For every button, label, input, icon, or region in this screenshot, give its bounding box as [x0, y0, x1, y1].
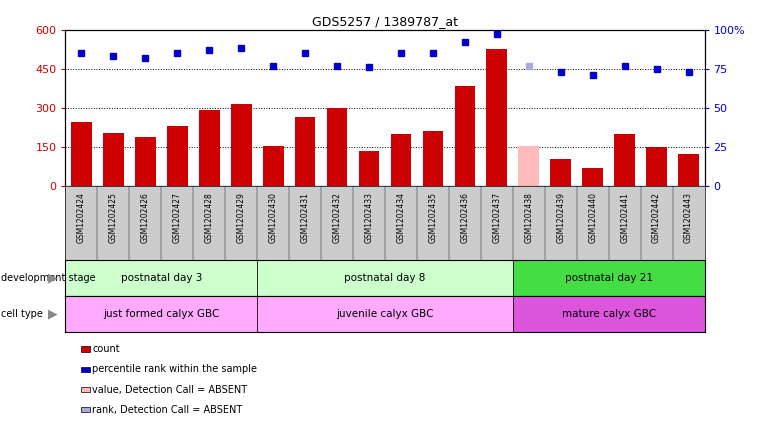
Text: mature calyx GBC: mature calyx GBC	[561, 309, 656, 319]
Text: value, Detection Call = ABSENT: value, Detection Call = ABSENT	[92, 385, 247, 395]
Text: percentile rank within the sample: percentile rank within the sample	[92, 364, 257, 374]
Text: GSM1202431: GSM1202431	[300, 192, 310, 243]
Bar	[518, 146, 539, 186]
Bar	[257, 260, 513, 296]
Text: GSM1202432: GSM1202432	[333, 192, 342, 243]
Text: GSM1202434: GSM1202434	[397, 192, 406, 243]
Bar	[199, 110, 219, 186]
Text: cell type: cell type	[1, 309, 42, 319]
Text: GSM1202438: GSM1202438	[524, 192, 534, 243]
Text: GSM1202429: GSM1202429	[236, 192, 246, 243]
Text: count: count	[92, 344, 120, 354]
Text: GSM1202439: GSM1202439	[556, 192, 565, 243]
Bar	[257, 296, 513, 332]
Bar	[390, 134, 411, 186]
Bar	[295, 117, 316, 186]
Bar	[646, 147, 667, 186]
Text: development stage: development stage	[1, 273, 95, 283]
Text: GSM1202442: GSM1202442	[652, 192, 661, 243]
Text: postnatal day 21: postnatal day 21	[564, 273, 653, 283]
Bar	[582, 168, 603, 186]
Bar	[167, 126, 188, 186]
Bar	[513, 260, 705, 296]
Bar	[454, 86, 475, 186]
Title: GDS5257 / 1389787_at: GDS5257 / 1389787_at	[312, 16, 458, 28]
Bar	[326, 108, 347, 186]
Bar	[103, 133, 124, 186]
Text: GSM1202424: GSM1202424	[77, 192, 86, 243]
Bar	[65, 260, 257, 296]
Text: rank, Detection Call = ABSENT: rank, Detection Call = ABSENT	[92, 405, 243, 415]
Bar	[135, 137, 156, 186]
Bar	[263, 146, 283, 186]
Text: GSM1202440: GSM1202440	[588, 192, 598, 243]
Bar	[423, 131, 444, 186]
Text: GSM1202426: GSM1202426	[141, 192, 150, 243]
Text: ▶: ▶	[49, 272, 58, 285]
Bar	[678, 154, 699, 186]
Bar	[513, 296, 705, 332]
Text: GSM1202430: GSM1202430	[269, 192, 278, 243]
Bar	[487, 49, 507, 186]
Bar	[71, 122, 92, 186]
Text: postnatal day 3: postnatal day 3	[121, 273, 202, 283]
Text: GSM1202425: GSM1202425	[109, 192, 118, 243]
Bar	[614, 134, 635, 186]
Text: GSM1202436: GSM1202436	[460, 192, 470, 243]
Bar	[231, 104, 252, 186]
Text: postnatal day 8: postnatal day 8	[344, 273, 426, 283]
Text: GSM1202427: GSM1202427	[172, 192, 182, 243]
Text: GSM1202433: GSM1202433	[364, 192, 373, 243]
Text: GSM1202437: GSM1202437	[492, 192, 501, 243]
Text: ▶: ▶	[49, 308, 58, 321]
Text: just formed calyx GBC: just formed calyx GBC	[103, 309, 219, 319]
Text: juvenile calyx GBC: juvenile calyx GBC	[336, 309, 434, 319]
Text: GSM1202435: GSM1202435	[428, 192, 437, 243]
Text: GSM1202443: GSM1202443	[684, 192, 693, 243]
Bar	[359, 151, 380, 186]
Bar	[551, 159, 571, 186]
Bar	[65, 296, 257, 332]
Text: GSM1202441: GSM1202441	[620, 192, 629, 243]
Text: GSM1202428: GSM1202428	[205, 192, 214, 243]
